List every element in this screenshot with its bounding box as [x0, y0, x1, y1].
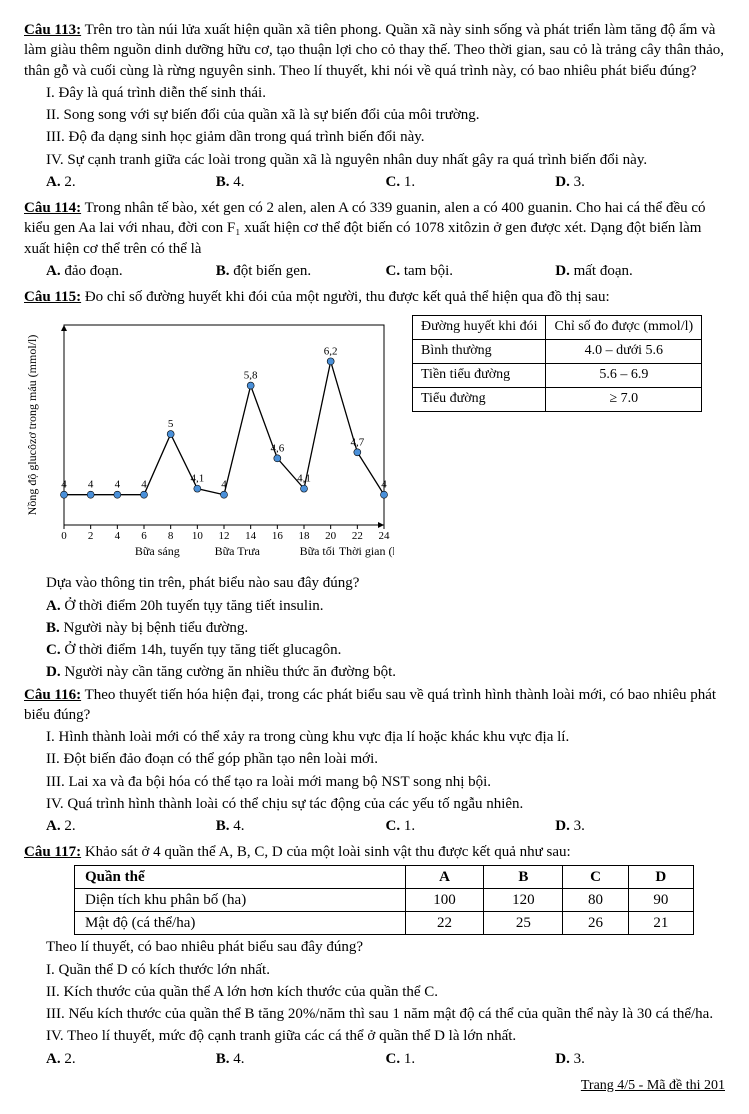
- q116-opt-b[interactable]: B. 4.: [216, 816, 386, 836]
- svg-text:24: 24: [379, 530, 391, 542]
- q114-opt-c[interactable]: C. tam bội.: [386, 261, 556, 281]
- q116-label: Câu 116:: [24, 687, 81, 703]
- svg-text:12: 12: [219, 530, 230, 542]
- q115-opt-d[interactable]: D. Người này cần tăng cường ăn nhiều thứ…: [24, 662, 725, 682]
- svg-text:4: 4: [115, 530, 121, 542]
- svg-text:Nồng độ glucôzơ trong máu (mmo: Nồng độ glucôzơ trong máu (mmol/l): [25, 335, 39, 516]
- q113-opt-d[interactable]: D. 3.: [555, 172, 725, 192]
- q116-item-1: I. Hình thành loài mới có thể xảy ra tro…: [24, 727, 725, 747]
- svg-text:2: 2: [88, 530, 94, 542]
- bg-th2: Chỉ số đo được (mmol/l): [546, 316, 702, 340]
- bg-th1: Đường huyết khi đói: [413, 316, 546, 340]
- svg-text:8: 8: [168, 530, 174, 542]
- q114-opt-a[interactable]: A. đảo đoạn.: [46, 261, 216, 281]
- svg-text:4: 4: [61, 479, 67, 491]
- svg-text:4,7: 4,7: [350, 437, 364, 449]
- svg-text:Bữa Trưa: Bữa Trưa: [215, 544, 261, 558]
- q117-item-2: II. Kích thước của quần thể A lớn hơn kí…: [24, 982, 725, 1002]
- q116-item-2: II. Đột biến đảo đoạn có thể góp phần tạ…: [24, 749, 725, 769]
- q113-opt-c[interactable]: C. 1.: [386, 172, 556, 192]
- svg-text:4,6: 4,6: [270, 443, 284, 455]
- q117-opt-d[interactable]: D. 3.: [555, 1049, 725, 1069]
- svg-text:5,8: 5,8: [244, 370, 258, 382]
- svg-text:4: 4: [381, 479, 387, 491]
- q113-text: Trên tro tàn núi lửa xuất hiện quần xã t…: [24, 22, 724, 79]
- svg-text:0: 0: [61, 530, 67, 542]
- q113-opt-a[interactable]: A. 2.: [46, 172, 216, 192]
- q113: Câu 113: Trên tro tàn núi lửa xuất hiện …: [24, 20, 725, 81]
- svg-text:20: 20: [325, 530, 337, 542]
- q115-chart: 024681012141618202224Bữa sángBữa TrưaBữa…: [24, 315, 394, 565]
- q116-opt-d[interactable]: D. 3.: [555, 816, 725, 836]
- q116-item-4: IV. Quá trình hình thành loài có thể chị…: [24, 794, 725, 814]
- q115-prompt: Dựa vào thông tin trên, phát biểu nào sa…: [24, 573, 725, 593]
- q116: Câu 116: Theo thuyết tiến hóa hiện đại, …: [24, 685, 725, 726]
- q115-text: Đo chỉ số đường huyết khi đói của một ng…: [85, 289, 610, 305]
- svg-text:6,2: 6,2: [324, 346, 338, 358]
- q113-options: A. 2. B. 4. C. 1. D. 3.: [24, 172, 725, 192]
- svg-text:5: 5: [168, 418, 174, 430]
- svg-text:4: 4: [221, 479, 227, 491]
- q113-item-2: II. Song song với sự biến đổi của quần x…: [24, 105, 725, 125]
- q116-options: A. 2. B. 4. C. 1. D. 3.: [24, 816, 725, 836]
- q117-item-1: I. Quần thể D có kích thước lớn nhất.: [24, 960, 725, 980]
- q117-table: Quần thể A B C D Diện tích khu phân bố (…: [74, 865, 694, 936]
- q115-label: Câu 115:: [24, 289, 81, 305]
- svg-text:14: 14: [245, 530, 257, 542]
- q115-table: Đường huyết khi đói Chỉ số đo được (mmol…: [412, 315, 702, 412]
- q113-item-4: IV. Sự cạnh tranh giữa các loài trong qu…: [24, 150, 725, 170]
- q117-prompt: Theo lí thuyết, có bao nhiêu phát biểu s…: [24, 937, 725, 957]
- q117-label: Câu 117:: [24, 844, 81, 860]
- page-footer: Trang 4/5 - Mã đề thi 201: [24, 1077, 725, 1096]
- q113-opt-b[interactable]: B. 4.: [216, 172, 386, 192]
- svg-text:4,1: 4,1: [190, 473, 204, 485]
- q114: Câu 114: Trong nhân tế bào, xét gen có 2…: [24, 198, 725, 259]
- q115: Câu 115: Đo chỉ số đường huyết khi đói c…: [24, 287, 725, 307]
- q115-opt-a[interactable]: A. Ở thời điểm 20h tuyến tụy tăng tiết i…: [24, 596, 725, 616]
- svg-text:16: 16: [272, 530, 284, 542]
- svg-text:18: 18: [299, 530, 311, 542]
- svg-text:4: 4: [88, 479, 94, 491]
- svg-text:Bữa tối: Bữa tối: [300, 544, 336, 558]
- svg-text:4,1: 4,1: [297, 473, 311, 485]
- svg-text:Bữa sáng: Bữa sáng: [135, 544, 180, 558]
- svg-text:Thời gian (h): Thời gian (h): [339, 544, 394, 558]
- q114-label: Câu 114:: [24, 200, 81, 216]
- svg-text:22: 22: [352, 530, 363, 542]
- q117-opt-c[interactable]: C. 1.: [386, 1049, 556, 1069]
- q117-text: Khảo sát ở 4 quần thể A, B, C, D của một…: [85, 844, 571, 860]
- q116-opt-a[interactable]: A. 2.: [46, 816, 216, 836]
- q114-opt-b[interactable]: B. đột biến gen.: [216, 261, 386, 281]
- q114-options: A. đảo đoạn. B. đột biến gen. C. tam bội…: [24, 261, 725, 281]
- q114-opt-d[interactable]: D. mất đoạn.: [555, 261, 725, 281]
- q113-label: Câu 113:: [24, 22, 81, 38]
- q117-options: A. 2. B. 4. C. 1. D. 3.: [24, 1049, 725, 1069]
- q116-item-3: III. Lai xa và đa bội hóa có thể tạo ra …: [24, 772, 725, 792]
- q117-item-4: IV. Theo lí thuyết, mức độ cạnh tranh gi…: [24, 1026, 725, 1046]
- svg-text:10: 10: [192, 530, 204, 542]
- q113-item-3: III. Độ đa dạng sinh học giảm dần trong …: [24, 127, 725, 147]
- q116-opt-c[interactable]: C. 1.: [386, 816, 556, 836]
- svg-text:6: 6: [141, 530, 147, 542]
- q115-opt-b[interactable]: B. Người này bị bệnh tiểu đường.: [24, 618, 725, 638]
- q116-text: Theo thuyết tiến hóa hiện đại, trong các…: [24, 687, 716, 723]
- q113-item-1: I. Đây là quá trình diễn thế sinh thái.: [24, 83, 725, 103]
- q117: Câu 117: Khảo sát ở 4 quần thể A, B, C, …: [24, 842, 725, 862]
- q114-text: Trong nhân tế bào, xét gen có 2 alen, al…: [24, 200, 706, 257]
- svg-text:4: 4: [115, 479, 121, 491]
- q117-opt-b[interactable]: B. 4.: [216, 1049, 386, 1069]
- q117-item-3: III. Nếu kích thước của quần thể B tăng …: [24, 1004, 725, 1024]
- q117-opt-a[interactable]: A. 2.: [46, 1049, 216, 1069]
- svg-text:4: 4: [141, 479, 147, 491]
- q115-opt-c[interactable]: C. Ở thời điểm 14h, tuyến tụy tăng tiết …: [24, 640, 725, 660]
